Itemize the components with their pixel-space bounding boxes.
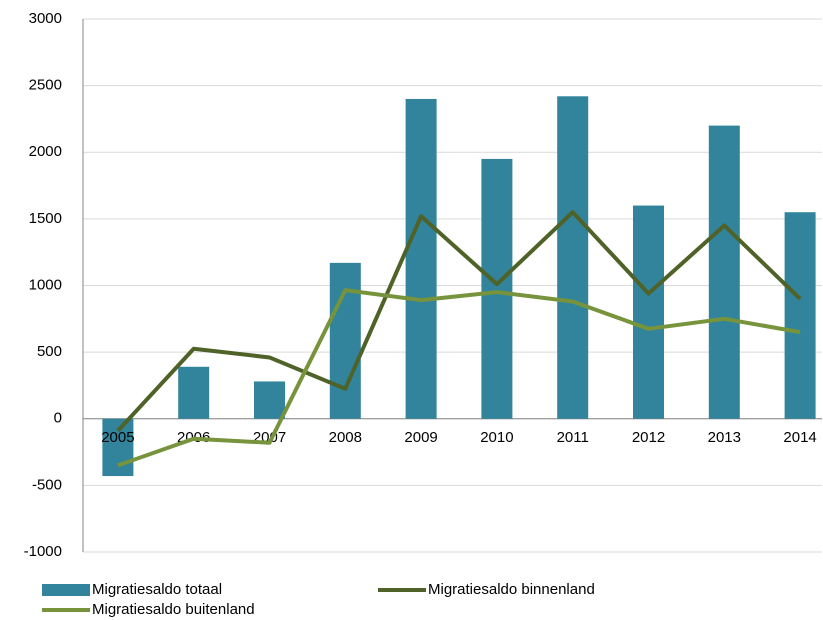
y-tick-label: 0 — [54, 410, 62, 427]
y-tick-label: 1500 — [29, 210, 62, 227]
y-tick-label: 2000 — [29, 143, 62, 160]
y-tick-label: -500 — [32, 476, 62, 493]
x-tick-label: 2011 — [557, 429, 589, 446]
legend-label: Migratiesaldo totaal — [92, 581, 222, 598]
y-tick-label: -1000 — [24, 543, 62, 560]
x-tick-label: 2005 — [101, 429, 134, 446]
bar — [557, 96, 589, 419]
x-tick-label: 2010 — [480, 429, 513, 446]
bar — [178, 366, 210, 419]
x-tick-label: 2009 — [404, 429, 437, 446]
line — [117, 288, 801, 468]
bar — [102, 418, 134, 477]
x-tick-label: 2012 — [632, 429, 665, 446]
y-tick-label: 2500 — [29, 77, 62, 94]
x-tick-label: 2008 — [329, 429, 362, 446]
line — [116, 210, 802, 433]
legend-label: Migratiesaldo buitenland — [92, 601, 255, 618]
y-tick-label: 1000 — [29, 276, 62, 293]
x-tick-label: 2014 — [783, 429, 816, 446]
bar — [481, 158, 513, 419]
bar — [329, 262, 361, 419]
bar — [405, 98, 437, 419]
bar — [633, 205, 664, 419]
y-tick-label: 500 — [37, 343, 62, 360]
legend-label: Migratiesaldo binnenland — [428, 581, 595, 598]
bar — [254, 381, 285, 419]
y-tick-label: 3000 — [29, 10, 62, 27]
x-tick-label: 2013 — [708, 429, 741, 446]
bar — [784, 212, 816, 419]
legend-swatch — [42, 584, 90, 596]
bar — [708, 125, 740, 419]
